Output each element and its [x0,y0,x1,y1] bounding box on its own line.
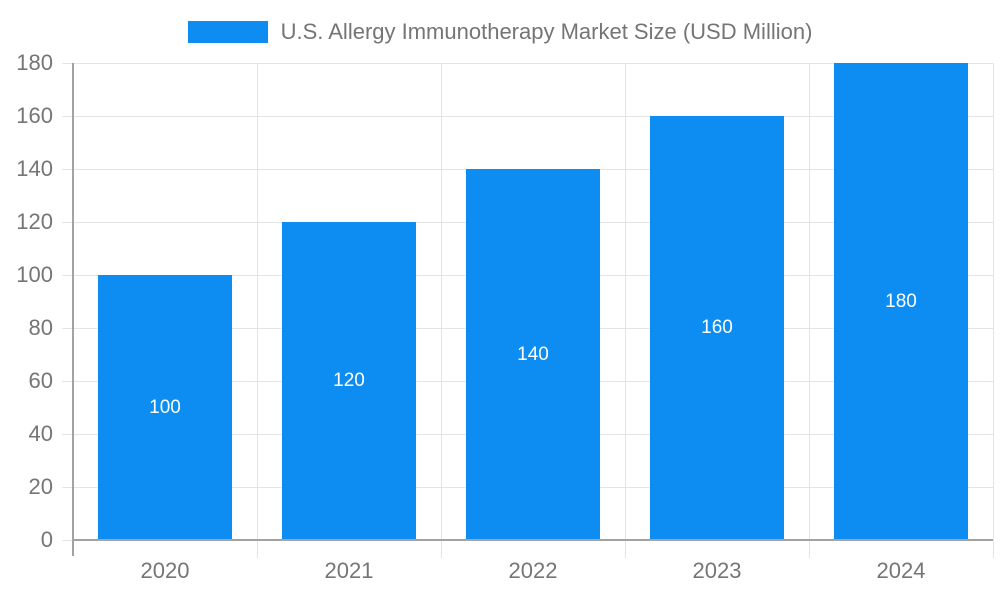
y-tick-label: 40 [28,421,53,446]
y-tick-label: 120 [16,209,53,234]
y-tick-label: 80 [28,315,53,340]
y-tick-label: 180 [16,50,53,75]
x-tick-label: 2024 [876,558,926,583]
gridline-horizontal [62,115,993,117]
bar-value-label: 160 [701,317,733,338]
chart-legend[interactable]: U.S. Allergy Immunotherapy Market Size (… [0,18,1000,46]
bar-chart-plot-area: 100 120 140 160 180 [62,62,994,558]
y-tick-label: 0 [40,527,53,552]
x-tick-label: 2020 [140,558,190,583]
gridline-vertical [440,63,442,558]
bar: 160 [650,116,784,540]
y-tick-label: 140 [16,156,53,181]
y-tick-label: 20 [28,474,53,499]
x-tick-label: 2021 [324,558,374,583]
x-tick-label: 2022 [508,558,558,583]
x-tick-label: 2023 [692,558,742,583]
gridline-vertical [992,63,994,558]
bar: 140 [466,169,600,540]
legend-label[interactable]: U.S. Allergy Immunotherapy Market Size (… [280,19,813,44]
bar: 120 [282,222,416,540]
bar: 100 [98,275,232,540]
y-tick-label: 160 [16,103,53,128]
gridline-vertical [256,63,258,558]
y-axis-line [72,63,74,556]
y-tick-label: 100 [16,262,53,287]
y-tick-label: 60 [28,368,53,393]
bar-value-label: 140 [517,343,549,365]
x-axis-line [73,539,993,541]
bar-value-label: 100 [149,396,181,418]
gridline-vertical [808,63,810,558]
legend-swatch[interactable] [187,21,268,43]
gridline-horizontal [62,62,993,64]
bar: 180 [834,63,968,540]
bar-value-label: 180 [885,290,917,312]
gridline-vertical [624,63,626,558]
bar-value-label: 120 [333,370,365,391]
